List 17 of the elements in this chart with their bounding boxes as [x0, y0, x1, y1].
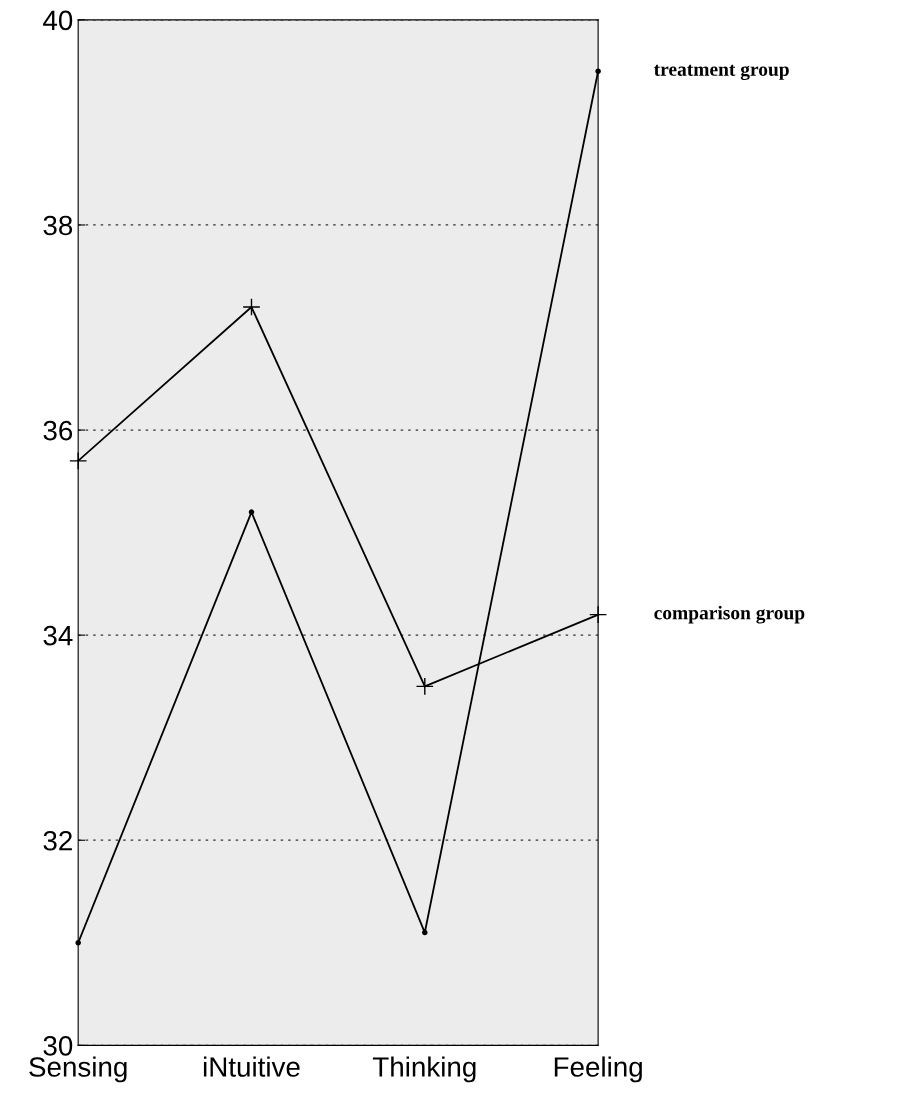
text: comparison group [654, 605, 805, 624]
x-tick-label: Sensing [29, 1056, 127, 1083]
y-tick-label: 32 [43, 830, 72, 851]
point [422, 929, 428, 936]
x-tick-label: Feeling [554, 1056, 642, 1083]
y-tick-label: 40 [43, 10, 73, 31]
point [248, 509, 255, 515]
y-tick-label: 30 [43, 1036, 73, 1056]
x-tick-label: iNtuitive [203, 1056, 300, 1077]
point [69, 451, 88, 470]
y-tick-label: 36 [43, 420, 73, 441]
y-tick-label: 38 [43, 215, 73, 236]
x-tick-label: Thinking [372, 1056, 476, 1083]
text: treatment group [653, 64, 789, 80]
point [242, 297, 261, 317]
point [415, 677, 434, 696]
y-tick-label: 34 [43, 625, 73, 646]
